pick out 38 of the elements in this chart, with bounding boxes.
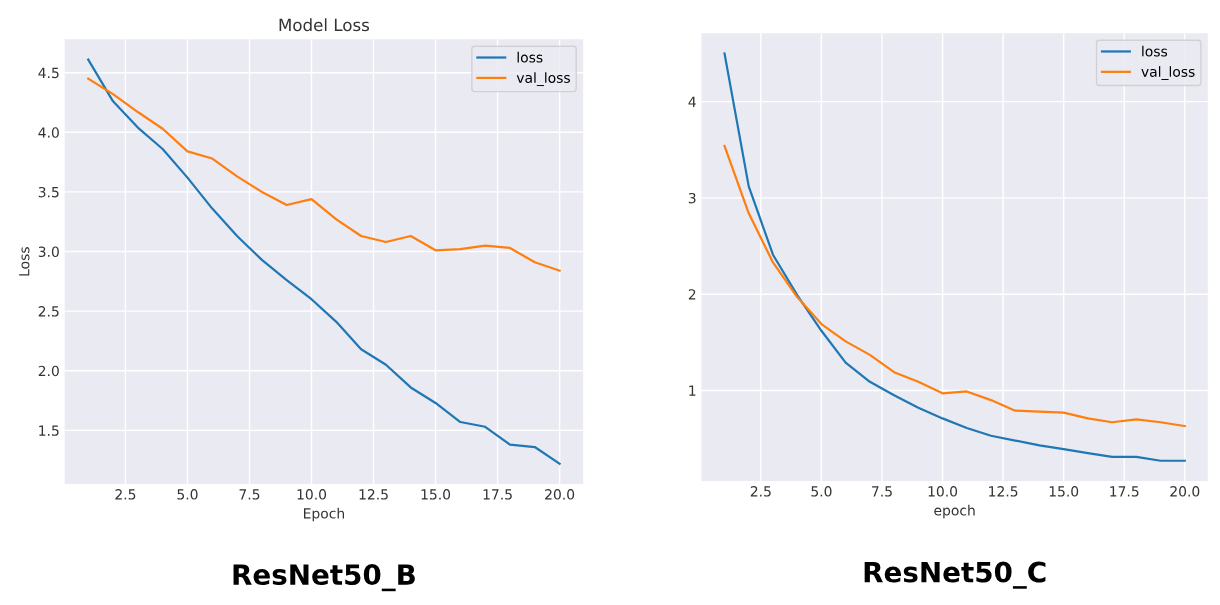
x-tick-label: 10.0 bbox=[297, 489, 327, 500]
y-tick-label: 3.5 bbox=[38, 186, 59, 198]
x-tick-label: 7.5 bbox=[239, 489, 260, 500]
legend-label: val_loss bbox=[516, 72, 570, 87]
x-tick-label: 12.5 bbox=[359, 489, 388, 500]
x-tick-label: 15.0 bbox=[421, 489, 451, 500]
x-tick-label: 5.0 bbox=[177, 489, 198, 500]
y-tick-label: 4 bbox=[688, 96, 696, 107]
y-tick-label: 3.0 bbox=[38, 246, 59, 257]
line-series bbox=[723, 144, 1186, 428]
y-tick-label: 2 bbox=[688, 289, 696, 300]
y-tick-label: 1.5 bbox=[39, 425, 59, 436]
x-tick-label: 7.5 bbox=[872, 486, 892, 497]
y-tick-label: 2.0 bbox=[38, 365, 59, 377]
y-axis-title: Loss bbox=[19, 247, 30, 276]
text: ResNet50_B bbox=[233, 564, 415, 592]
x-tick-label: 5.0 bbox=[811, 486, 832, 497]
chart-title: Model Loss bbox=[279, 18, 370, 32]
x-tick-label: 12.5 bbox=[989, 486, 1018, 497]
x-tick-label: 2.5 bbox=[750, 486, 771, 497]
y-tick-label: 4.5 bbox=[38, 67, 59, 79]
y-tick-label: 2.5 bbox=[38, 306, 59, 317]
x-tick-label: 20.0 bbox=[1170, 486, 1200, 497]
y-tick-label: 4.0 bbox=[38, 127, 59, 138]
x-tick-label: 10.0 bbox=[928, 486, 958, 497]
legend-label: loss bbox=[517, 51, 543, 63]
legend-label: loss bbox=[1142, 45, 1168, 57]
x-tick-label: 2.5 bbox=[115, 489, 136, 500]
y-tick-label: 1 bbox=[689, 385, 696, 396]
legend-label: val_loss bbox=[1141, 66, 1195, 80]
x-tick-label: 17.5 bbox=[483, 489, 512, 500]
x-axis-title: Epoch bbox=[304, 507, 344, 522]
x-tick-label: 15.0 bbox=[1049, 486, 1079, 497]
x-axis-title: epoch bbox=[934, 504, 975, 519]
text: ResNet50_C bbox=[864, 561, 1046, 589]
x-tick-label: 17.5 bbox=[1110, 486, 1139, 497]
x-tick-label: 20.0 bbox=[545, 489, 575, 500]
y-tick-label: 3 bbox=[688, 192, 696, 204]
